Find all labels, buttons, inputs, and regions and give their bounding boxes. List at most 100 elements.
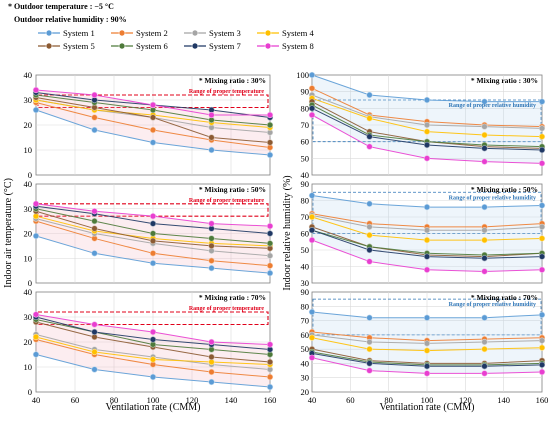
- y-tick-label: 80: [301, 301, 310, 311]
- data-point: [32, 351, 40, 358]
- data-point: [208, 353, 215, 361]
- data-point: [366, 200, 373, 207]
- legend-label: System 8: [282, 41, 314, 51]
- data-point: [208, 265, 215, 272]
- data-point: [149, 101, 157, 109]
- y-tick-label: 20: [24, 337, 33, 347]
- data-point: [538, 133, 546, 140]
- data-point: [423, 314, 431, 321]
- data-point: [366, 258, 373, 265]
- data-point: [149, 356, 157, 363]
- data-point: [32, 311, 40, 318]
- chart-panel: [32, 291, 274, 393]
- data-point: [481, 145, 488, 152]
- y-tick-label: 80: [301, 196, 310, 206]
- data-point: [366, 246, 373, 254]
- legend-label: System 5: [63, 41, 95, 51]
- data-point: [538, 98, 546, 105]
- data-point: [308, 71, 316, 79]
- data-point: [366, 133, 373, 140]
- y-tick-label: 40: [301, 358, 310, 368]
- y-tick-label: 20: [301, 387, 310, 397]
- data-point: [366, 314, 373, 321]
- data-point: [538, 368, 546, 376]
- legend-label: System 2: [136, 28, 168, 38]
- x-tick-label: 120: [186, 395, 199, 405]
- data-point: [208, 146, 215, 154]
- y-tick-label: 10: [24, 362, 33, 372]
- data-point: [481, 158, 488, 165]
- x-tick-label: 140: [497, 395, 510, 405]
- legend-item: System 1: [38, 28, 95, 38]
- data-point: [538, 146, 546, 154]
- data-point: [149, 126, 157, 134]
- y-tick-label: 90: [301, 179, 310, 189]
- data-point: [266, 383, 274, 391]
- x-tick-label: 160: [264, 395, 277, 405]
- data-point: [32, 333, 40, 341]
- data-point: [91, 250, 98, 257]
- data-point: [149, 328, 157, 336]
- x-tick-label: 120: [459, 395, 472, 405]
- data-point: [481, 363, 488, 370]
- data-point: [423, 363, 431, 370]
- data-point: [266, 111, 274, 119]
- data-point: [366, 91, 373, 99]
- data-point: [538, 235, 546, 242]
- data-point: [481, 98, 488, 105]
- y-tick-label: 10: [24, 253, 33, 263]
- data-point: [366, 360, 373, 367]
- data-point: [366, 367, 373, 374]
- band-label: Range of proper temperature: [189, 198, 264, 204]
- data-point: [266, 222, 274, 230]
- panel-title: * Mixing ratio : 70%: [471, 293, 538, 302]
- band-label: Range of proper temperature: [189, 89, 264, 95]
- y-tick-label: 30: [301, 278, 310, 288]
- x-tick-label: 40: [32, 395, 41, 405]
- y-tick-label: 30: [24, 95, 33, 105]
- data-point: [538, 266, 546, 273]
- data-point: [366, 338, 373, 346]
- y-tick-label: 0: [28, 278, 32, 288]
- x-tick-label: 40: [308, 395, 317, 405]
- legend-item: System 5: [38, 41, 95, 51]
- y-tick-label: 30: [301, 373, 310, 383]
- y-tick-label: 10: [24, 145, 33, 155]
- data-point: [32, 200, 40, 207]
- data-point: [481, 227, 488, 234]
- band-label: Range of proper relative humidity: [449, 195, 536, 201]
- x-tick-label: 160: [536, 395, 549, 405]
- y-tick-label: 80: [301, 103, 310, 113]
- data-point: [208, 242, 215, 249]
- data-point: [266, 270, 274, 277]
- y-axis-title: Indoor relative humidity (%): [282, 175, 293, 290]
- data-point: [538, 125, 546, 132]
- panel-title: * Mixing ratio : 30%: [471, 76, 538, 85]
- data-point: [149, 213, 157, 220]
- data-point: [308, 308, 316, 316]
- data-point: [366, 232, 373, 239]
- data-point: [423, 96, 431, 104]
- x-tick-label: 80: [384, 395, 393, 405]
- y-tick-label: 50: [301, 344, 310, 354]
- x-tick-label: 80: [110, 395, 119, 405]
- legend-item: System 3: [184, 28, 241, 38]
- y-tick-label: 70: [301, 316, 310, 326]
- data-point: [366, 223, 373, 230]
- data-point: [423, 121, 431, 129]
- legend-marker: [184, 42, 206, 50]
- data-point: [208, 134, 215, 141]
- data-point: [91, 225, 98, 232]
- data-point: [538, 253, 546, 260]
- data-point: [208, 111, 215, 119]
- data-point: [481, 314, 488, 321]
- data-point: [423, 237, 431, 244]
- data-point: [266, 252, 274, 259]
- data-point: [266, 230, 274, 237]
- y-axis-title: Indoor air temperature (°C): [3, 178, 14, 288]
- data-point: [538, 344, 546, 351]
- data-point: [423, 141, 431, 149]
- band-label: Range of proper relative humidity: [449, 302, 536, 308]
- data-point: [149, 260, 157, 267]
